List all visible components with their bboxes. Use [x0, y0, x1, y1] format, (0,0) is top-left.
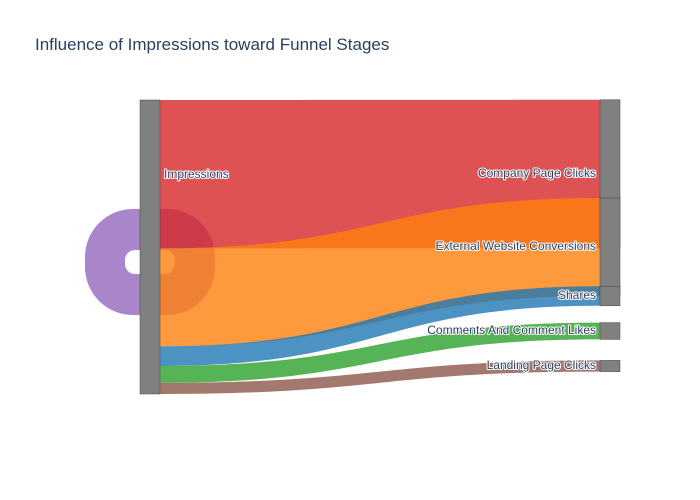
labels-layer: Impressions Company Page Clicks External W…: [163, 165, 597, 373]
node-landing: [599, 360, 621, 372]
chart-title: Influence of Impressions toward Funnel S…: [35, 35, 389, 54]
node-label-company: Company Page Clicks: [478, 166, 596, 180]
nodes-layer: [139, 99, 621, 395]
node-label-shares: Shares: [558, 288, 596, 302]
link-impressions-to-shares: [160, 286, 600, 366]
link-impressions-to-landing: [160, 360, 600, 394]
node-label-external: External Website Conversions: [435, 239, 596, 253]
node-impressions: [139, 99, 161, 395]
links-layer: [85, 99, 600, 394]
link-impressions-to-external: [160, 198, 600, 347]
link-impressions-to-comments: [160, 322, 600, 383]
node-external: [599, 197, 621, 297]
node-label-landing: Landing Page Clicks: [487, 358, 596, 372]
node-shares: [599, 285, 621, 307]
node-label-comments: Comments And Comment Likes: [427, 323, 596, 337]
node-label-impressions: Impressions: [164, 167, 229, 181]
node-comments: [599, 322, 621, 340]
